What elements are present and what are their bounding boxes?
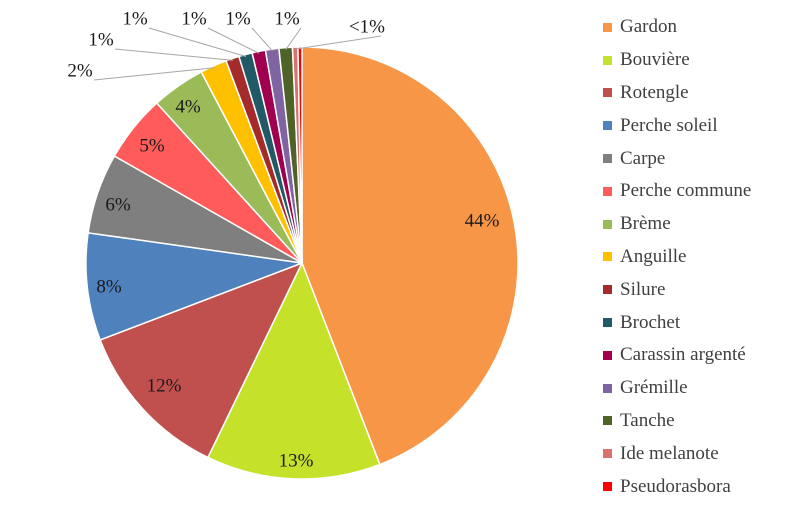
data-label-bouviere: 13% — [279, 450, 314, 471]
legend-item-brochet: Brochet — [603, 306, 751, 339]
legend-swatch — [603, 121, 612, 131]
legend-label: Tanche — [620, 409, 675, 431]
data-label-anguille: 2% — [67, 60, 93, 81]
leader-line-carassin-argente — [207, 27, 260, 54]
legend-swatch — [603, 252, 612, 262]
data-label-rotengle: 12% — [147, 375, 182, 396]
legend-label: Bouvière — [620, 49, 690, 71]
slice-pseudorasbora — [297, 46, 303, 264]
legend-swatch — [603, 88, 612, 98]
legend-swatch — [603, 22, 612, 32]
legend-swatch — [603, 219, 612, 229]
legend-label: Carassin argenté — [620, 344, 746, 366]
leader-line-tanche — [285, 27, 302, 50]
legend-item-gremille: Grémille — [603, 372, 751, 405]
legend-item-perche-commune: Perche commune — [603, 175, 751, 208]
data-label-ide-melanote: <1% — [349, 16, 385, 37]
legend-label: Perche commune — [620, 180, 752, 202]
legend-item-pseudorasbora: Pseudorasbora — [603, 470, 751, 503]
slice-bouviere — [206, 261, 381, 480]
legend-item-gardon: Gardon — [603, 11, 751, 44]
legend: Gardon Bouvière Rotengle Perche soleil Carpe… — [603, 11, 751, 503]
data-label-silure: 1% — [88, 29, 114, 50]
leader-line-silure — [114, 48, 234, 61]
legend-label: Silure — [620, 278, 666, 300]
legend-label: Rotengle — [620, 81, 689, 103]
leader-line-anguille — [93, 67, 215, 81]
legend-item-rotengle: Rotengle — [603, 77, 751, 110]
legend-item-bouviere: Bouvière — [603, 44, 751, 77]
data-label-gardon: 44% — [465, 210, 500, 231]
legend-swatch — [603, 482, 612, 492]
data-label-tanche: 1% — [274, 8, 300, 29]
legend-swatch — [603, 350, 612, 360]
legend-label: Grémille — [620, 377, 688, 399]
legend-item-carpe: Carpe — [603, 142, 751, 175]
legend-label: Gardon — [620, 16, 677, 38]
slice-labels: 44% 13% 12% 8% 6% 5% 4% 2% 1% 1% 1% 1% 1% <1% — [67, 8, 499, 471]
legend-item-ide-melanote: Ide melanote — [603, 437, 751, 470]
legend-label: Pseudorasbora — [620, 475, 731, 497]
legend-swatch — [603, 154, 612, 164]
legend-swatch — [603, 449, 612, 459]
legend-label: Carpe — [620, 147, 666, 169]
data-label-gremille: 1% — [225, 8, 251, 29]
data-label-breme: 4% — [175, 96, 201, 117]
legend-label: Anguille — [620, 245, 687, 267]
legend-item-breme: Brème — [603, 208, 751, 241]
legend-swatch — [603, 416, 612, 426]
legend-swatch — [603, 186, 612, 196]
pie-slices — [85, 46, 519, 480]
legend-item-tanche: Tanche — [603, 405, 751, 438]
data-label-perche-soleil: 8% — [96, 276, 122, 297]
legend-item-carassin-argente: Carassin argenté — [603, 339, 751, 372]
legend-label: Ide melanote — [620, 442, 719, 464]
data-label-carpe: 6% — [105, 194, 131, 215]
slice-gardon — [301, 46, 519, 466]
data-label-perche-commune: 5% — [139, 135, 165, 156]
slice-rotengle — [99, 261, 304, 459]
leader-line-gremille — [251, 27, 273, 52]
leader-line-ide-melanote — [295, 35, 382, 50]
leader-line-brochet — [148, 27, 247, 57]
legend-label: Brochet — [620, 311, 681, 333]
leader-lines — [93, 27, 382, 81]
legend-label: Brème — [620, 213, 671, 235]
data-label-carassin-argente: 1% — [181, 8, 207, 29]
legend-swatch — [603, 285, 612, 295]
legend-swatch — [603, 383, 612, 393]
legend-item-silure: Silure — [603, 273, 751, 306]
legend-swatch — [603, 318, 612, 328]
data-label-brochet: 1% — [122, 8, 148, 29]
legend-label: Perche soleil — [620, 114, 718, 136]
legend-item-anguille: Anguille — [603, 241, 751, 274]
slice-perche-soleil — [85, 231, 303, 341]
legend-swatch — [603, 55, 612, 65]
legend-item-perche-soleil: Perche soleil — [603, 109, 751, 142]
